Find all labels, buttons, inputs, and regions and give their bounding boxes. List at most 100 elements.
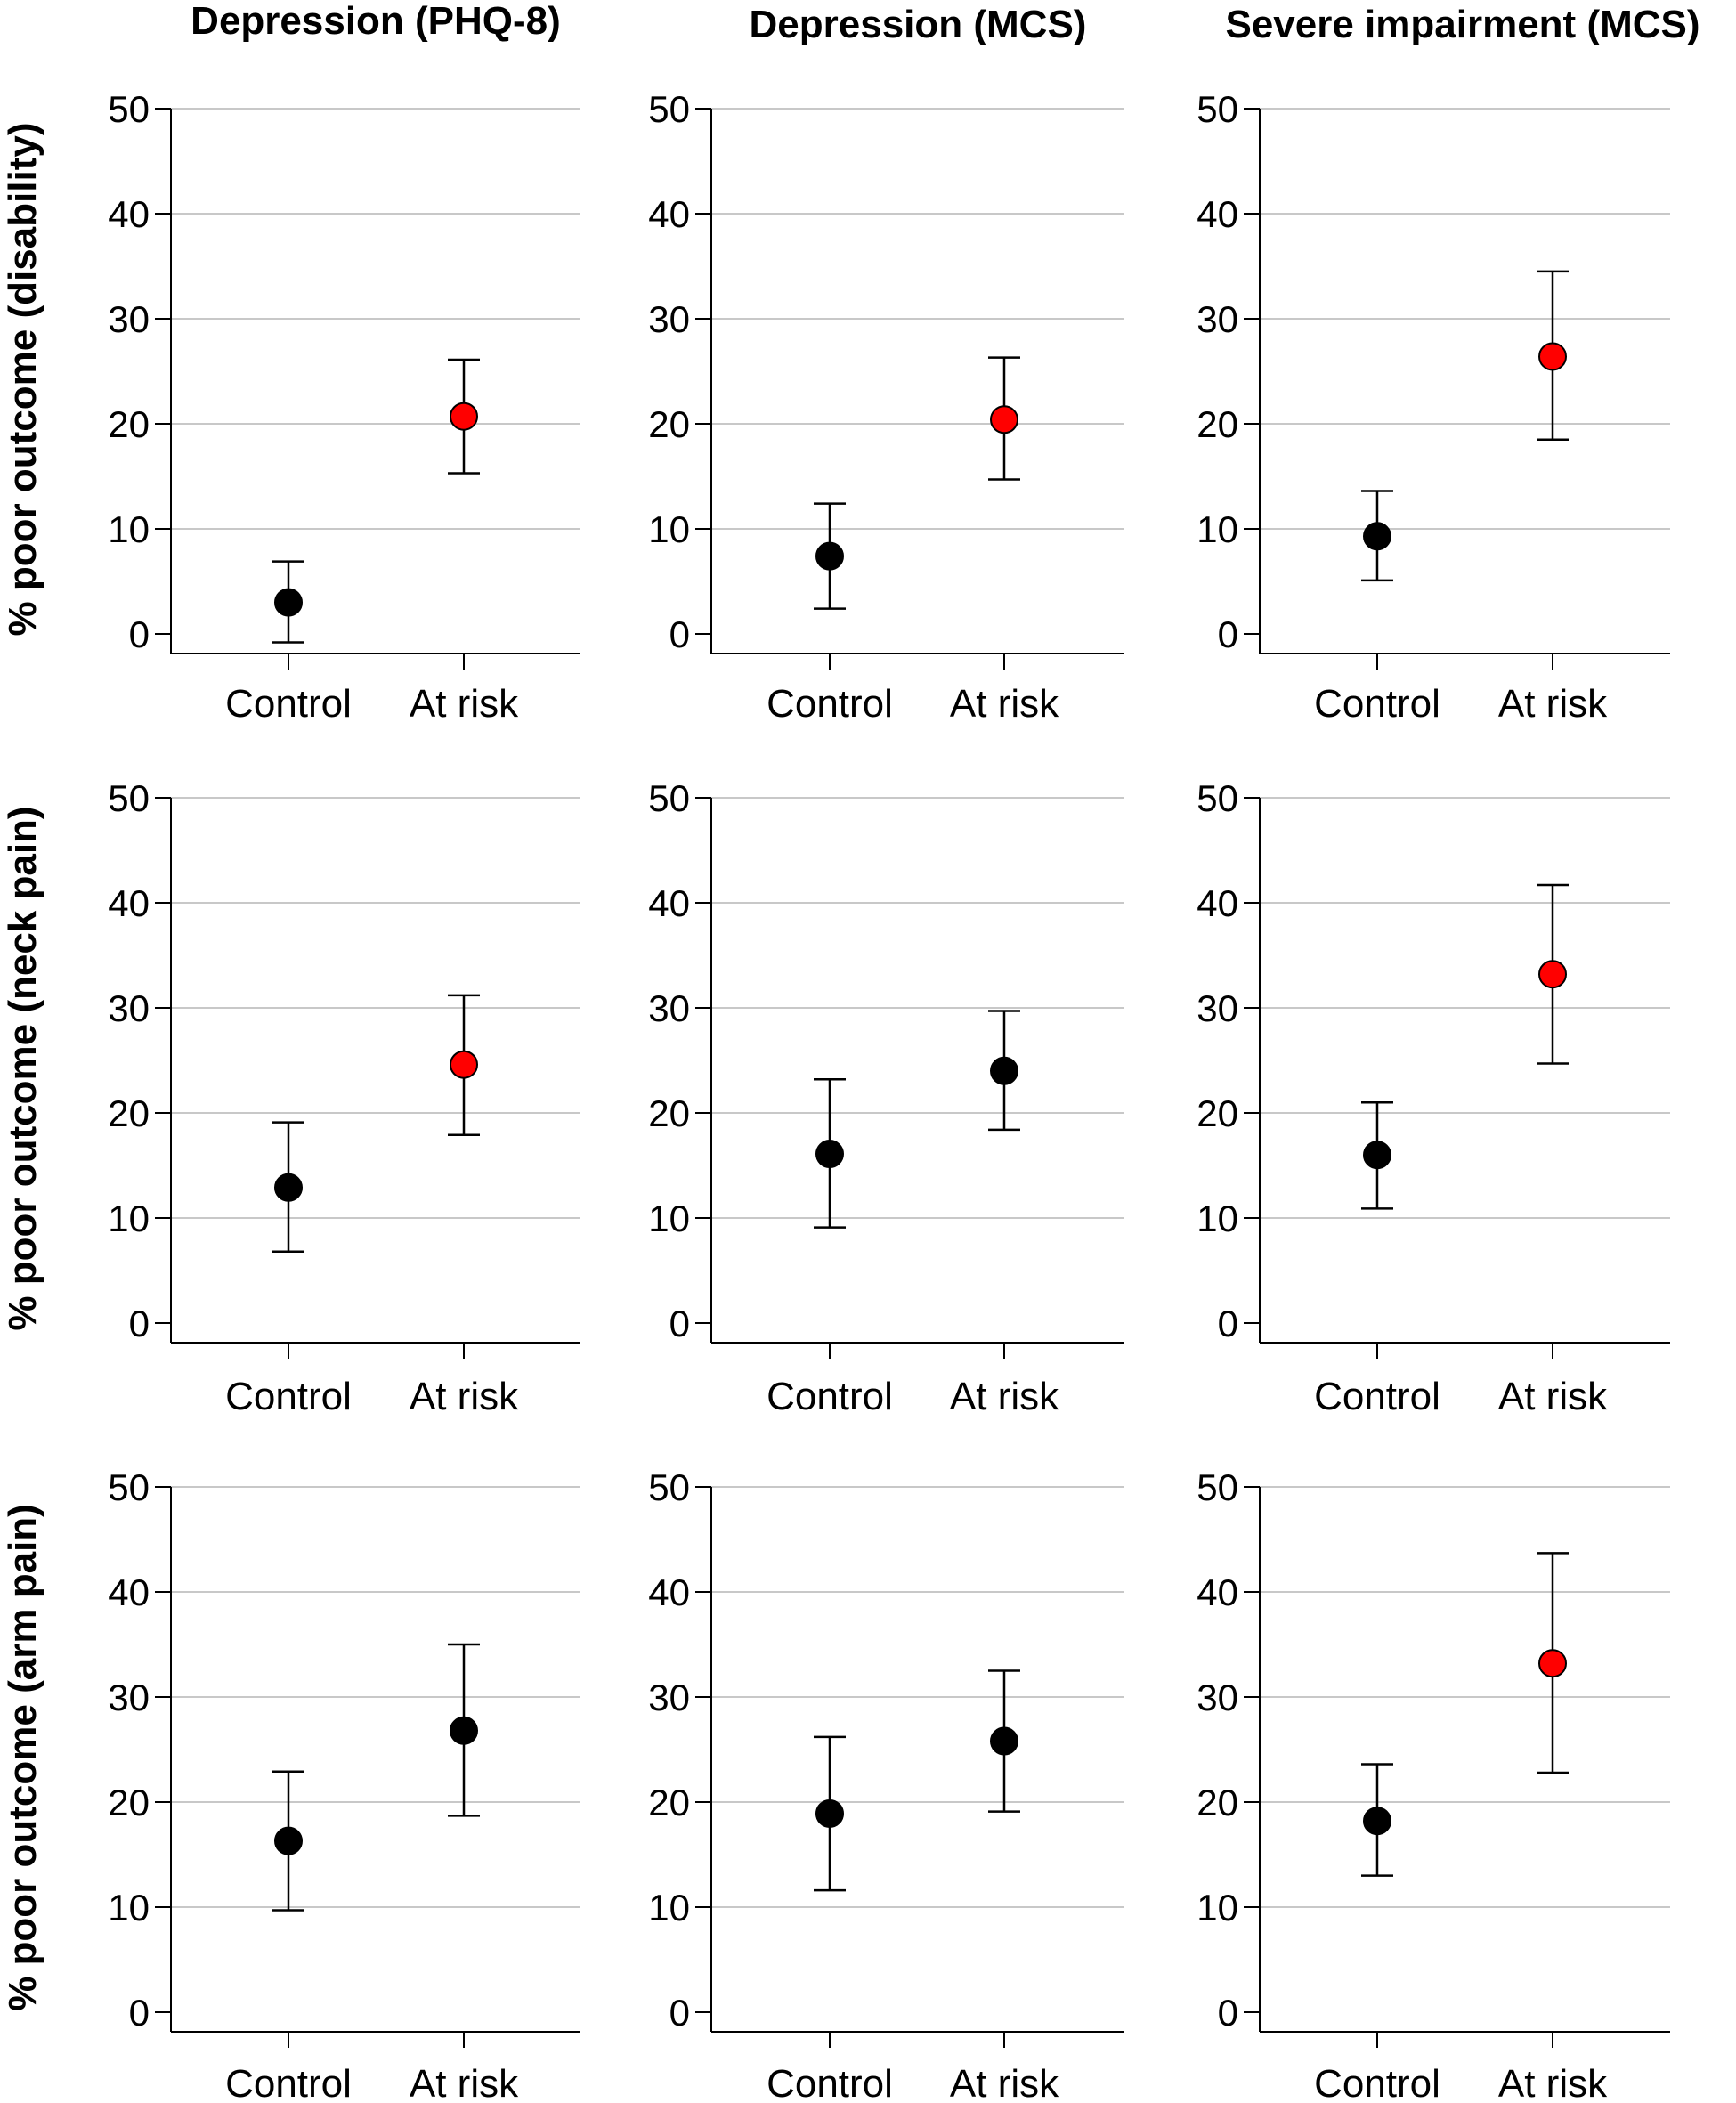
- x-tick-label: At risk: [1498, 2062, 1608, 2103]
- row-label-arm-pain: % poor outcome (arm pain): [1, 1504, 45, 2011]
- data-point: [450, 402, 478, 431]
- x-tick-label: At risk: [410, 2062, 519, 2103]
- y-tick-label: 10: [648, 1198, 690, 1239]
- y-tick-label: 0: [1218, 1992, 1238, 2034]
- y-tick-label: 20: [108, 1782, 150, 1823]
- x-tick-label: At risk: [950, 2062, 1059, 2103]
- y-tick-label: 40: [1197, 193, 1238, 235]
- y-tick-label: 50: [108, 777, 150, 819]
- row-label-neck-pain: % poor outcome (neck pain): [1, 806, 45, 1330]
- data-point: [1363, 1807, 1391, 1836]
- y-tick-label: 30: [648, 298, 690, 340]
- chart-panel-3: 0 10 20 30 40 50 Control At risk: [1197, 88, 1670, 726]
- x-tick-label: At risk: [410, 682, 519, 726]
- chart-panel-1: 0 10 20 30 40 50 Control At risk: [108, 88, 580, 726]
- y-tick-label: 0: [129, 613, 150, 655]
- y-tick-label: 50: [1197, 777, 1238, 819]
- y-tick-label: 0: [1218, 613, 1238, 655]
- y-tick-label: 50: [648, 1466, 690, 1508]
- y-tick-label: 20: [108, 1092, 150, 1134]
- data-point: [1538, 960, 1567, 989]
- y-tick-label: 20: [108, 403, 150, 445]
- row-labels: % poor outcome (disability) % poor outco…: [1, 123, 45, 2011]
- data-point: [1538, 1649, 1567, 1678]
- column-titles: Depression (PHQ-8) Depression (MCS) Seve…: [191, 0, 1699, 46]
- y-tick-label: 10: [648, 1887, 690, 1928]
- y-tick-label: 30: [108, 987, 150, 1029]
- data-point: [450, 1716, 478, 1745]
- y-tick-label: 30: [648, 987, 690, 1029]
- data-point: [815, 1140, 844, 1169]
- x-tick-label: Control: [1314, 682, 1440, 726]
- y-tick-label: 0: [669, 1992, 690, 2034]
- y-tick-label: 30: [108, 298, 150, 340]
- y-tick-label: 50: [108, 88, 150, 130]
- chart-panel-2: 0 10 20 30 40 50 Control At risk: [648, 88, 1124, 726]
- data-point: [1363, 1141, 1391, 1170]
- chart-panel-5: 0 10 20 30 40 50 Control At risk: [648, 777, 1124, 1418]
- data-point: [450, 1050, 478, 1079]
- y-tick-label: 40: [1197, 1571, 1238, 1613]
- chart-panel-7: 0 10 20 30 40 50 Control At risk: [108, 1466, 580, 2103]
- y-tick-label: 40: [1197, 882, 1238, 924]
- data-point: [990, 1726, 1018, 1756]
- y-tick-label: 40: [648, 193, 690, 235]
- y-tick-label: 10: [648, 508, 690, 550]
- y-tick-label: 10: [108, 508, 150, 550]
- chart-panel-9: 0 10 20 30 40 50 Control At risk: [1197, 1466, 1670, 2103]
- y-tick-label: 10: [1197, 1198, 1238, 1239]
- y-tick-label: 30: [648, 1677, 690, 1718]
- chart-panels: 0 10 20 30 40 50 Control At risk 0 10 20 30 40 50 Cont…: [108, 88, 1670, 2103]
- y-tick-label: 20: [648, 403, 690, 445]
- data-point: [274, 1173, 303, 1202]
- data-point: [1363, 522, 1391, 551]
- y-tick-label: 50: [1197, 88, 1238, 130]
- data-point: [274, 1826, 303, 1855]
- y-tick-label: 20: [1197, 403, 1238, 445]
- x-tick-label: Control: [767, 2062, 893, 2103]
- column-title-3: Severe impairment (MCS): [1225, 3, 1699, 46]
- y-tick-label: 40: [108, 1571, 150, 1613]
- data-point: [990, 405, 1018, 434]
- x-tick-label: At risk: [1498, 682, 1608, 726]
- x-tick-label: Control: [1314, 1375, 1440, 1418]
- y-tick-label: 10: [108, 1198, 150, 1239]
- data-point: [815, 541, 844, 571]
- y-tick-label: 30: [1197, 987, 1238, 1029]
- x-tick-label: At risk: [950, 1375, 1059, 1418]
- x-tick-label: Control: [225, 1375, 352, 1418]
- y-tick-label: 40: [648, 1571, 690, 1613]
- y-tick-label: 0: [669, 613, 690, 655]
- y-tick-label: 50: [1197, 1466, 1238, 1508]
- y-tick-label: 50: [108, 1466, 150, 1508]
- x-tick-label: At risk: [410, 1375, 519, 1418]
- chart-panel-8: 0 10 20 30 40 50 Control At risk: [648, 1466, 1124, 2103]
- x-tick-label: Control: [767, 682, 893, 726]
- column-title-1: Depression (PHQ-8): [191, 0, 561, 43]
- x-tick-label: Control: [225, 682, 352, 726]
- y-tick-label: 50: [648, 88, 690, 130]
- y-tick-label: 20: [1197, 1782, 1238, 1823]
- y-tick-label: 30: [1197, 1677, 1238, 1718]
- data-point: [274, 588, 303, 617]
- row-label-disability: % poor outcome (disability): [1, 123, 45, 637]
- y-tick-label: 30: [108, 1677, 150, 1718]
- y-tick-label: 40: [108, 882, 150, 924]
- x-tick-label: At risk: [950, 682, 1059, 726]
- x-tick-label: At risk: [1498, 1375, 1608, 1418]
- y-tick-label: 0: [1218, 1303, 1238, 1344]
- y-tick-label: 20: [1197, 1092, 1238, 1134]
- y-tick-label: 20: [648, 1782, 690, 1823]
- y-tick-label: 50: [648, 777, 690, 819]
- y-tick-label: 10: [108, 1887, 150, 1928]
- x-tick-label: Control: [767, 1375, 893, 1418]
- y-tick-label: 0: [129, 1992, 150, 2034]
- y-tick-label: 10: [1197, 1887, 1238, 1928]
- y-tick-label: 0: [669, 1303, 690, 1344]
- chart-panel-6: 0 10 20 30 40 50 Control At risk: [1197, 777, 1670, 1418]
- column-title-2: Depression (MCS): [750, 3, 1087, 46]
- y-tick-label: 20: [648, 1092, 690, 1134]
- data-point: [1538, 342, 1567, 371]
- data-point: [990, 1056, 1018, 1085]
